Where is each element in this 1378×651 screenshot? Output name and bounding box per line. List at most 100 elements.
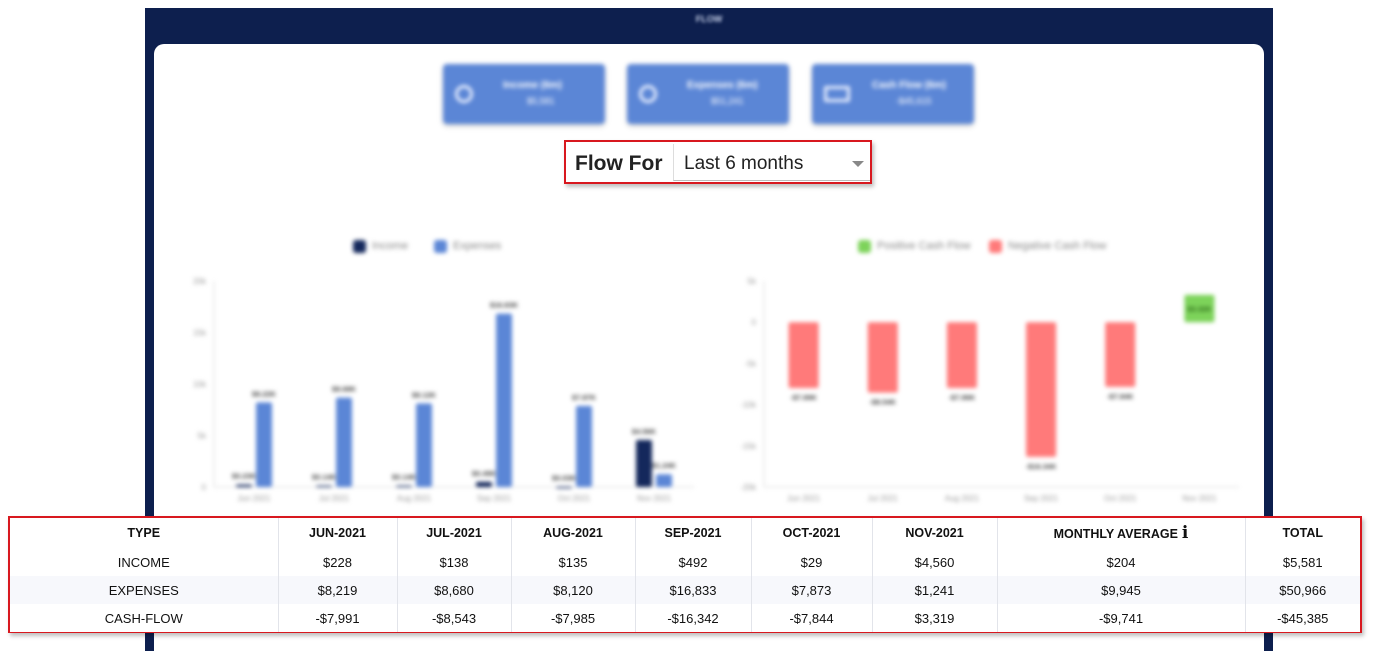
- app-title: FLOW: [695, 14, 723, 24]
- bar-value-label: $0.03K: [552, 474, 577, 483]
- bar-value-label: $7.87K: [572, 393, 597, 402]
- income-bar: [476, 481, 492, 487]
- income-bar: [396, 485, 412, 488]
- bar-value-label: $8.68K: [332, 385, 357, 394]
- table-cell: $7,873: [751, 576, 873, 604]
- y-tick-label: 0: [202, 483, 207, 492]
- header-monthly-average: MONTHLY AVERAGE i: [997, 518, 1246, 548]
- x-tick-label: Jul 2021: [868, 494, 899, 503]
- legend-positive-label[interactable]: Positive Cash Flow: [877, 240, 971, 252]
- expenses-card[interactable]: Expenses (6m) $51,241: [627, 64, 789, 124]
- table-cell: $8,680: [397, 576, 512, 604]
- x-tick-label: Sep 2021: [1024, 494, 1059, 503]
- header-type: TYPE: [10, 518, 279, 548]
- expenses-bar: [416, 403, 432, 487]
- bar-value-label: $8.12K: [412, 390, 437, 399]
- table-cell: CASH-FLOW: [10, 604, 279, 632]
- legend-expenses-swatch: [434, 240, 447, 253]
- table-cell: $3,319: [872, 604, 998, 632]
- bar-value-label: $0.49K: [472, 469, 497, 478]
- bar-value-label: -$16.34K: [1026, 462, 1057, 471]
- legend-negative-label[interactable]: Negative Cash Flow: [1008, 240, 1107, 252]
- legend-income-label[interactable]: Income: [372, 240, 409, 252]
- table-cell: INCOME: [10, 548, 279, 576]
- header-oct-2021: OCT-2021: [751, 518, 873, 548]
- bar-value-label: $0.14K: [392, 473, 417, 482]
- bar-value-label: $16.83K: [490, 301, 519, 310]
- summary-table-container: TYPE JUN-2021 JUL-2021 AUG-2021 SEP-2021…: [8, 516, 1362, 633]
- income-bar: [636, 440, 652, 487]
- cash-flow-card-label: Cash Flow (6m): [872, 80, 946, 91]
- y-tick-label: 10k: [193, 380, 207, 389]
- table-row-cash-flow: CASH-FLOW -$7,991 -$8,543 -$7,985 -$16,3…: [10, 604, 1360, 632]
- expenses-bar: [576, 405, 592, 487]
- header-monthly-average-label: MONTHLY AVERAGE: [1053, 527, 1178, 541]
- income-bar: [316, 485, 332, 488]
- x-tick-label: Jun 2021: [787, 494, 820, 503]
- y-tick-label: 5k: [198, 432, 207, 441]
- table-cell: $492: [635, 548, 752, 576]
- legend-negative-swatch: [989, 240, 1002, 253]
- income-expenses-chart: 0 5k 10k 15k 20k $0.23K $8.22K Jun 2021 $0.14K $8…: [193, 277, 694, 503]
- y-tick-label: 0: [752, 318, 757, 327]
- negative-cash-flow-bar: [867, 322, 898, 393]
- y-tick-label: 15k: [193, 329, 207, 338]
- negative-cash-flow-bar: [946, 322, 977, 388]
- x-tick-label: Aug 2021: [945, 494, 980, 503]
- x-tick-label: Oct 2021: [1104, 494, 1137, 503]
- x-tick-label: Nov 2021: [1182, 494, 1217, 503]
- minus-circle-icon: [639, 85, 657, 103]
- table-cell: -$7,985: [511, 604, 636, 632]
- header-jul-2021: JUL-2021: [397, 518, 512, 548]
- cash-flow-chart: 5k 0 -5k -10k -15k -20k -$7.99K Jun 2021 -$8.54K…: [740, 277, 1239, 503]
- bar-value-label: $3.32K: [1187, 305, 1212, 314]
- legend-expenses-label[interactable]: Expenses: [453, 240, 502, 252]
- y-tick-label: -5k: [745, 359, 757, 368]
- chevron-down-icon[interactable]: [852, 161, 864, 167]
- header-sep-2021: SEP-2021: [635, 518, 752, 548]
- table-cell: EXPENSES: [10, 576, 279, 604]
- table-cell: -$7,844: [751, 604, 873, 632]
- expenses-bar: [496, 313, 512, 487]
- info-icon[interactable]: i: [1181, 523, 1189, 543]
- x-tick-label: Nov 2021: [637, 494, 672, 503]
- header-aug-2021: AUG-2021: [511, 518, 636, 548]
- x-tick-label: Jun 2021: [238, 494, 271, 503]
- table-cell: $135: [511, 548, 636, 576]
- table-cell: -$7,991: [278, 604, 398, 632]
- expenses-card-value: $51,241: [711, 96, 744, 106]
- flow-for-label: Flow For: [575, 152, 663, 175]
- negative-cash-flow-bar: [788, 322, 819, 389]
- income-card-value: $5,581: [527, 96, 555, 106]
- cash-flow-card[interactable]: Cash Flow (6m) -$45,615: [812, 64, 974, 124]
- table-cell: $204: [997, 548, 1246, 576]
- x-tick-label: Aug 2021: [397, 494, 432, 503]
- income-card[interactable]: Income (6m) $5,581: [443, 64, 605, 124]
- expenses-bar: [256, 402, 272, 487]
- bar-value-label: $1.24K: [652, 461, 677, 470]
- table-cell: $9,945: [997, 576, 1246, 604]
- table-cell: $138: [397, 548, 512, 576]
- table-row-expenses: EXPENSES $8,219 $8,680 $8,120 $16,833 $7…: [10, 576, 1360, 604]
- positive-cash-flow-bar: [1184, 294, 1215, 323]
- table-cell: $5,581: [1282, 554, 1323, 570]
- bar-value-label: $0.14K: [312, 473, 337, 482]
- table-cell: $8,219: [278, 576, 398, 604]
- x-tick-label: Jul 2021: [319, 494, 350, 503]
- x-tick-label: Oct 2021: [558, 494, 591, 503]
- flow-period-select[interactable]: Last 6 months: [673, 144, 870, 181]
- table-cell: $8,120: [511, 576, 636, 604]
- table-cell: $16,833: [635, 576, 752, 604]
- table-cell: -$9,741: [997, 604, 1246, 632]
- table-cell: $4,560: [872, 548, 998, 576]
- y-tick-label: -15k: [740, 442, 757, 451]
- expenses-bar: [656, 474, 672, 487]
- y-tick-label: 20k: [193, 277, 207, 286]
- header-total: TOTAL: [1282, 526, 1323, 540]
- cash-icon: [824, 86, 850, 102]
- y-tick-label: -20k: [740, 483, 757, 492]
- bar-value-label: -$7.84K: [1107, 392, 1134, 401]
- header-jun-2021: JUN-2021: [278, 518, 398, 548]
- summary-table: TYPE JUN-2021 JUL-2021 AUG-2021 SEP-2021…: [10, 518, 1360, 632]
- flow-for-control: Flow For Last 6 months: [564, 140, 872, 184]
